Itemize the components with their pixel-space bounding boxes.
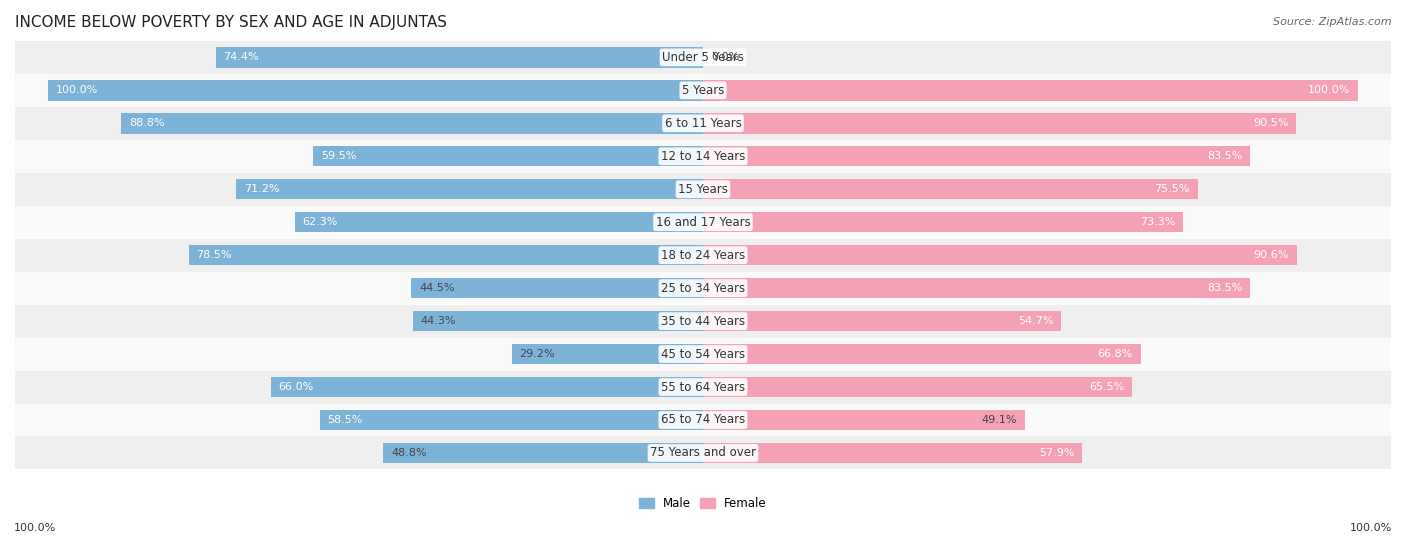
Bar <box>703 80 1358 100</box>
Text: 25 to 34 Years: 25 to 34 Years <box>661 282 745 295</box>
Text: 18 to 24 Years: 18 to 24 Years <box>661 249 745 262</box>
Text: 15 Years: 15 Years <box>678 182 728 196</box>
Bar <box>15 41 1391 74</box>
Text: 65.5%: 65.5% <box>1090 382 1125 392</box>
Bar <box>15 371 1391 403</box>
Bar <box>703 179 1198 199</box>
Bar <box>121 113 703 133</box>
Text: 90.5%: 90.5% <box>1253 118 1288 128</box>
Text: 88.8%: 88.8% <box>129 118 165 128</box>
Bar <box>15 107 1391 140</box>
Text: 75.5%: 75.5% <box>1154 184 1189 194</box>
Text: 83.5%: 83.5% <box>1206 283 1243 293</box>
Legend: Male, Female: Male, Female <box>634 493 772 515</box>
Text: 16 and 17 Years: 16 and 17 Years <box>655 216 751 229</box>
Text: 100.0%: 100.0% <box>1308 85 1350 95</box>
Text: 6 to 11 Years: 6 to 11 Years <box>665 117 741 130</box>
Text: 62.3%: 62.3% <box>302 217 337 227</box>
Bar <box>270 377 703 397</box>
Bar <box>703 377 1132 397</box>
Bar <box>15 305 1391 338</box>
Bar <box>413 311 703 331</box>
Text: 58.5%: 58.5% <box>328 415 363 425</box>
Text: 35 to 44 Years: 35 to 44 Years <box>661 315 745 328</box>
Bar <box>703 278 1250 299</box>
Bar <box>15 338 1391 371</box>
Text: 100.0%: 100.0% <box>1350 523 1392 533</box>
Bar <box>703 113 1296 133</box>
Text: 44.5%: 44.5% <box>419 283 454 293</box>
Bar <box>188 245 703 266</box>
Bar <box>703 146 1250 166</box>
Text: 57.9%: 57.9% <box>1039 448 1074 458</box>
Bar <box>703 344 1140 364</box>
Bar <box>384 442 703 463</box>
Text: 65 to 74 Years: 65 to 74 Years <box>661 413 745 426</box>
Bar <box>215 47 703 68</box>
Text: 44.3%: 44.3% <box>420 316 456 326</box>
Bar <box>703 245 1296 266</box>
Text: 83.5%: 83.5% <box>1206 151 1243 161</box>
Bar <box>512 344 703 364</box>
Bar <box>236 179 703 199</box>
Bar <box>703 212 1184 233</box>
Text: 78.5%: 78.5% <box>197 250 232 260</box>
Text: 75 Years and over: 75 Years and over <box>650 446 756 459</box>
Bar <box>15 272 1391 305</box>
Text: 100.0%: 100.0% <box>56 85 98 95</box>
Text: 55 to 64 Years: 55 to 64 Years <box>661 381 745 393</box>
Text: 66.0%: 66.0% <box>278 382 314 392</box>
Text: 71.2%: 71.2% <box>245 184 280 194</box>
Bar <box>295 212 703 233</box>
Text: 12 to 14 Years: 12 to 14 Years <box>661 150 745 163</box>
Text: 66.8%: 66.8% <box>1098 349 1133 359</box>
Bar <box>15 436 1391 469</box>
Bar <box>412 278 703 299</box>
Bar <box>703 442 1083 463</box>
Bar <box>15 140 1391 173</box>
Text: 90.6%: 90.6% <box>1253 250 1289 260</box>
Bar <box>15 206 1391 239</box>
Text: 45 to 54 Years: 45 to 54 Years <box>661 348 745 360</box>
Text: 54.7%: 54.7% <box>1018 316 1053 326</box>
Text: 59.5%: 59.5% <box>321 151 356 161</box>
Text: 0.0%: 0.0% <box>711 52 740 62</box>
Text: 48.8%: 48.8% <box>391 448 427 458</box>
Text: 74.4%: 74.4% <box>224 52 259 62</box>
Bar <box>314 146 703 166</box>
Text: 29.2%: 29.2% <box>520 349 555 359</box>
Text: 5 Years: 5 Years <box>682 84 724 97</box>
Bar <box>15 239 1391 272</box>
Bar <box>15 403 1391 436</box>
Text: 100.0%: 100.0% <box>14 523 56 533</box>
Bar <box>15 173 1391 206</box>
Text: Under 5 Years: Under 5 Years <box>662 51 744 64</box>
Bar <box>703 410 1025 430</box>
Text: INCOME BELOW POVERTY BY SEX AND AGE IN ADJUNTAS: INCOME BELOW POVERTY BY SEX AND AGE IN A… <box>15 15 447 30</box>
Text: 73.3%: 73.3% <box>1140 217 1175 227</box>
Bar <box>703 311 1062 331</box>
Text: Source: ZipAtlas.com: Source: ZipAtlas.com <box>1274 17 1392 27</box>
Text: 49.1%: 49.1% <box>981 415 1017 425</box>
Bar <box>48 80 703 100</box>
Bar <box>319 410 703 430</box>
Bar <box>15 74 1391 107</box>
